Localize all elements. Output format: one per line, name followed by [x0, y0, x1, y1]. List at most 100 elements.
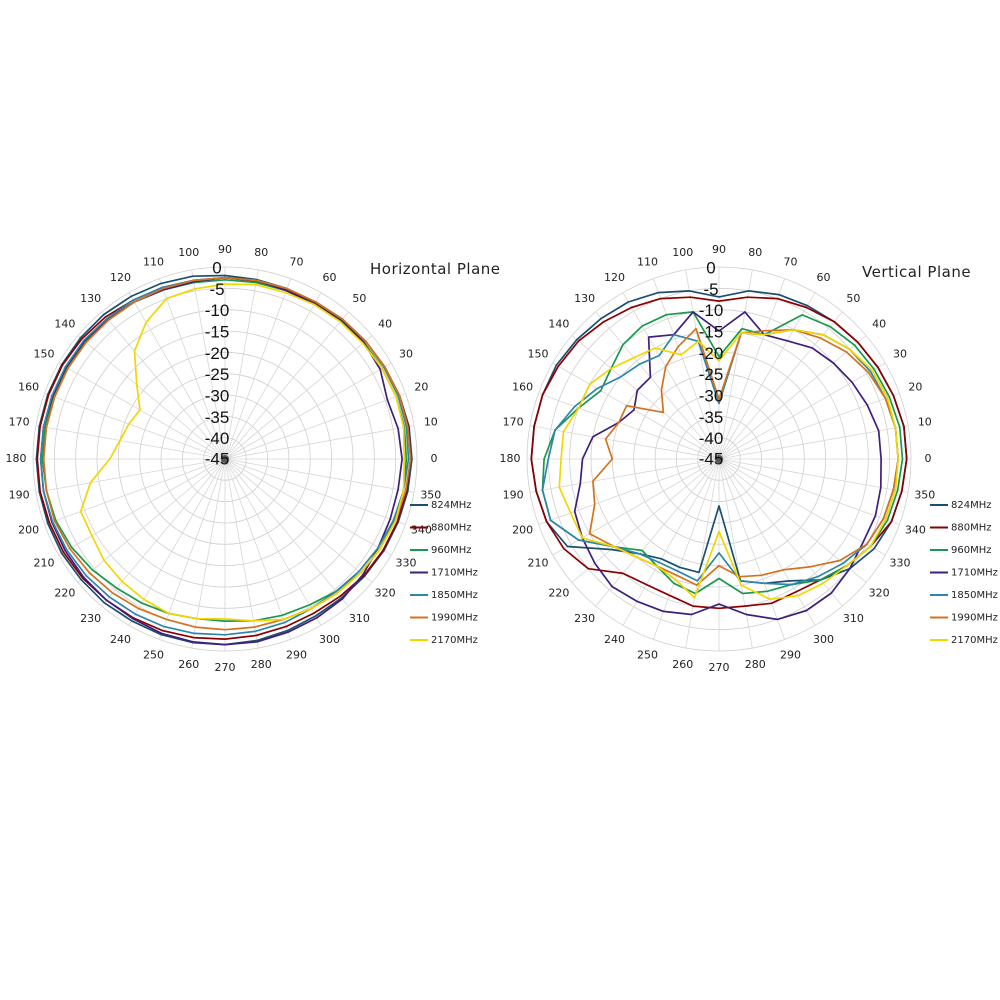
angle-tick-label: 290	[780, 648, 801, 661]
angle-tick-label: 340	[411, 523, 432, 536]
grid-spoke	[718, 458, 900, 526]
angle-labels: 0 10 20 30 40 50 60 70 80 90 100 110 120 130 140 150 160…	[6, 243, 442, 674]
center-hub	[715, 455, 723, 463]
angle-tick-label: 260	[178, 658, 199, 671]
angle-tick-label: 180	[6, 452, 27, 465]
angle-tick-label: 50	[352, 292, 366, 305]
angle-tick-label: 270	[709, 661, 730, 674]
angle-tick-label: 120	[604, 271, 625, 284]
radial-tick-label: -45	[699, 449, 724, 468]
angle-tick-label: 130	[80, 292, 101, 305]
angle-tick-label: 20	[414, 381, 428, 394]
angle-tick-label: 170	[9, 416, 30, 429]
series-line-2170mhz	[558, 328, 900, 601]
legend-label: 960MHz	[951, 545, 991, 556]
radial-tick-label: -25	[205, 365, 230, 384]
grid-spoke	[224, 458, 292, 640]
grid-spoke	[718, 458, 886, 556]
vertical-plane-chart: 0 -5 -10 -15 -20 -25 -30 -35 -40-45 0 10 20 30 40 50 60…	[500, 243, 998, 674]
radial-tick-label: -40	[699, 429, 724, 448]
grid-spoke	[685, 458, 720, 649]
chart-title: Horizontal Plane	[370, 260, 501, 278]
angle-tick-label: 110	[637, 256, 658, 269]
grid-spoke	[552, 362, 720, 460]
angle-tick-label: 150	[528, 348, 549, 361]
radial-tick-label: -45	[205, 449, 230, 468]
angle-tick-label: 230	[574, 612, 595, 625]
grid-spoke	[158, 458, 226, 640]
grid-spoke	[622, 458, 720, 626]
angle-tick-label: 190	[503, 488, 524, 501]
angle-tick-label: 80	[748, 246, 762, 259]
grid-spoke	[571, 335, 720, 460]
angle-tick-label: 40	[872, 318, 886, 331]
legend-label: 824MHz	[951, 500, 991, 511]
grid-spoke	[718, 362, 886, 460]
legend-label: 960MHz	[431, 545, 471, 556]
grid-spoke	[44, 392, 226, 460]
grid-spoke	[538, 458, 720, 526]
legend-label: 880MHz	[951, 523, 991, 534]
radial-tick-label: -5	[703, 280, 718, 299]
angle-tick-label: 260	[672, 658, 693, 671]
angle-tick-label: 170	[503, 416, 524, 429]
angle-tick-label: 160	[18, 381, 39, 394]
legend-label: 824MHz	[431, 500, 471, 511]
angle-tick-label: 300	[813, 633, 834, 646]
radial-labels: 0 -5 -10 -15 -20 -25 -30 -35 -40-45	[699, 258, 724, 468]
grid-spoke	[77, 335, 226, 460]
radial-tick-label: -15	[205, 322, 230, 341]
grid-spoke	[718, 392, 900, 460]
angle-tick-label: 280	[251, 658, 272, 671]
angle-tick-label: 250	[143, 648, 164, 661]
grid-spoke	[718, 458, 753, 649]
angle-tick-label: 30	[893, 348, 907, 361]
grid-spoke	[224, 458, 373, 583]
grid-spoke	[224, 362, 392, 460]
angle-tick-label: 120	[110, 271, 131, 284]
angle-tick-label: 240	[604, 633, 625, 646]
angle-tick-label: 10	[424, 416, 438, 429]
grid-spoke	[224, 458, 259, 649]
grid-spoke	[552, 458, 720, 556]
grid-spoke	[224, 458, 406, 526]
angle-tick-label: 130	[574, 292, 595, 305]
angle-tick-label: 240	[110, 633, 131, 646]
angle-tick-label: 280	[745, 658, 766, 671]
legend-label: 2170MHz	[951, 635, 998, 646]
grid-spoke	[224, 269, 259, 460]
angle-tick-label: 310	[349, 612, 370, 625]
radial-tick-label: -35	[699, 408, 724, 427]
grid-spoke	[718, 425, 909, 460]
grid-spoke	[128, 458, 226, 626]
grid-spoke	[529, 425, 720, 460]
angle-tick-label: 150	[34, 348, 55, 361]
angle-tick-label: 350	[914, 488, 935, 501]
grid-spoke	[224, 458, 322, 626]
grid-spoke	[224, 458, 415, 493]
grid-spoke	[538, 392, 720, 460]
angle-tick-label: 90	[218, 243, 232, 256]
angle-tick-label: 0	[925, 452, 932, 465]
angle-tick-label: 40	[378, 318, 392, 331]
grid-spoke	[58, 458, 226, 556]
angle-tick-label: 220	[548, 586, 569, 599]
radial-tick-label: -30	[205, 386, 230, 405]
grid-spoke	[718, 269, 753, 460]
grid-spoke	[35, 458, 226, 493]
radial-tick-label: -10	[205, 301, 230, 320]
angle-tick-label: 210	[528, 557, 549, 570]
grid-spoke	[652, 278, 720, 460]
grid-spoke	[35, 425, 226, 460]
radial-tick-label: -40	[205, 429, 230, 448]
angle-tick-label: 320	[375, 586, 396, 599]
grid-spoke	[718, 458, 843, 607]
angle-tick-label: 110	[143, 256, 164, 269]
angle-tick-label: 200	[18, 523, 39, 536]
grid-spoke	[224, 425, 415, 460]
angle-tick-label: 60	[817, 271, 831, 284]
radial-tick-label: -15	[699, 322, 724, 341]
angle-tick-label: 160	[512, 381, 533, 394]
angle-tick-label: 230	[80, 612, 101, 625]
